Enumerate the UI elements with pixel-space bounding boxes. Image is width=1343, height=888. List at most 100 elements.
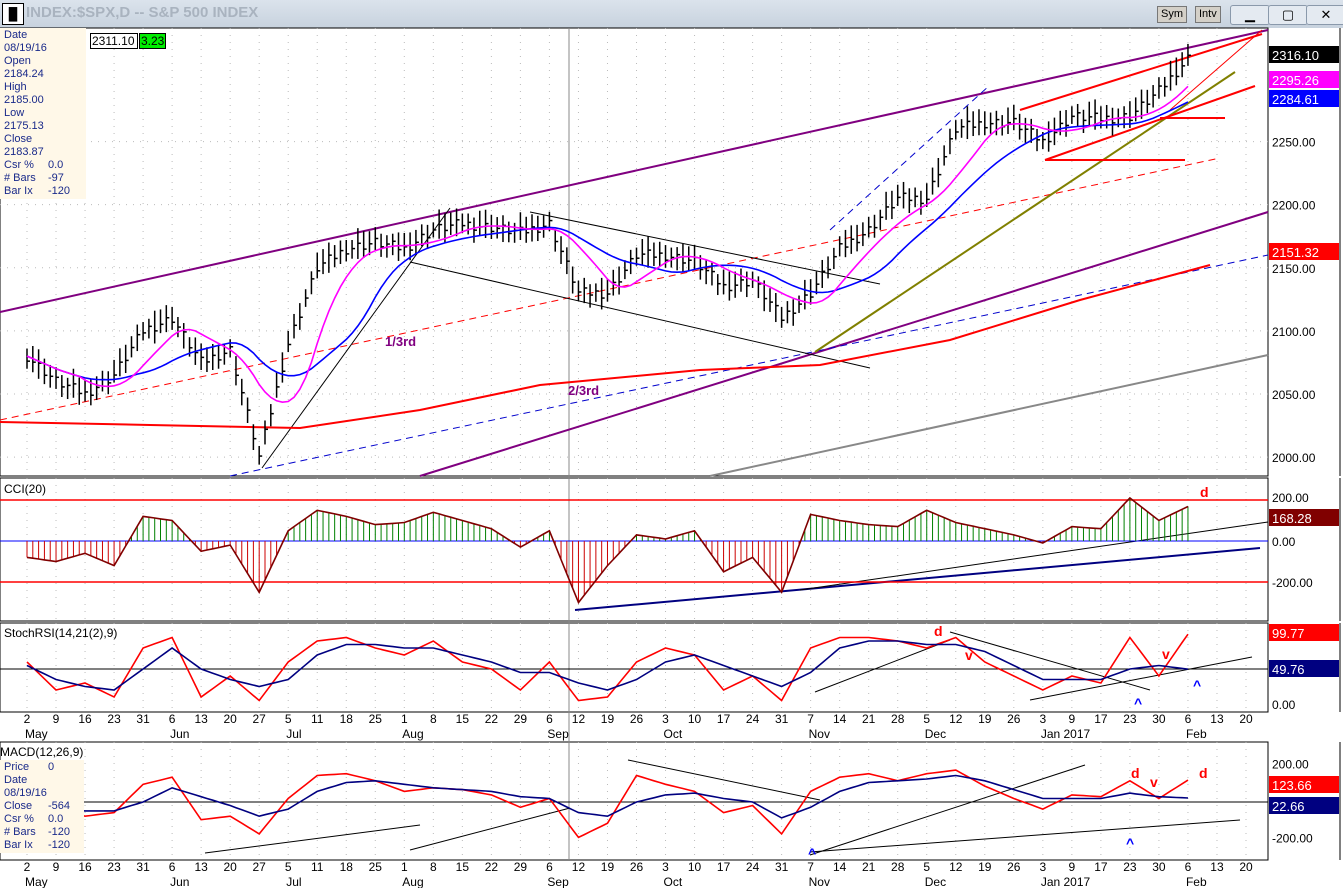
date-tick: 9	[53, 712, 60, 726]
blue-dashed	[229, 254, 1269, 477]
date-tick: 27	[253, 860, 267, 874]
close-icon[interactable]: ✕	[1306, 5, 1343, 25]
cci-title: CCI(20)	[4, 482, 46, 496]
date-tick: 6	[1185, 860, 1192, 874]
date-tick: 24	[746, 860, 760, 874]
cci-last-label: 168.28	[1272, 511, 1312, 526]
price-tick: 2050.00	[1272, 388, 1316, 402]
ma-200-label-bg	[1269, 243, 1339, 260]
macd-annotation-up2: ^	[1126, 835, 1134, 851]
stoch-annotation-v2: v	[1162, 646, 1170, 662]
date-tick: 21	[862, 860, 876, 874]
date-tick: 2	[24, 712, 31, 726]
ma-fast-label-bg	[1269, 71, 1339, 88]
date-tick: 6	[546, 860, 553, 874]
ma-fast-label: 2295.26	[1272, 73, 1319, 88]
cci-trend-navy	[574, 547, 1261, 611]
window-title: INDEX:$SPX,D -- S&P 500 INDEX	[26, 4, 259, 21]
sym-button[interactable]: Sym	[1157, 6, 1187, 23]
info-date-row: Date08/19/16	[4, 29, 47, 54]
ma-200-label: 2151.32	[1272, 245, 1319, 260]
month-label: Jun	[170, 875, 189, 888]
cci-tick: 200.00	[1272, 491, 1309, 505]
stoch-trend-2	[949, 631, 1151, 691]
month-label: Feb	[1186, 875, 1207, 888]
month-label: Aug	[402, 727, 423, 741]
date-tick: 11	[311, 712, 324, 726]
date-tick: 20	[1239, 712, 1253, 726]
date-tick: 3	[1039, 860, 1046, 874]
stoch-last-red-bg	[1269, 624, 1339, 641]
cursor-info-box: Date08/19/16 Open2184.24 High2185.00 Low21…	[0, 28, 86, 199]
date-tick: 19	[978, 860, 992, 874]
intv-button[interactable]: Intv	[1195, 6, 1221, 23]
macd-trend-4	[809, 764, 1086, 856]
date-tick: 23	[1123, 712, 1137, 726]
stoch-trend-3	[1029, 656, 1253, 701]
cci-trend-black	[799, 521, 1269, 591]
stoch-line-1	[26, 640, 1189, 691]
info-row: Close -564	[4, 800, 71, 812]
info-row: Open2184.24	[4, 55, 44, 80]
date-tick: 29	[514, 712, 528, 726]
date-tick: 14	[833, 860, 847, 874]
macd-title: MACD(12,26,9)	[0, 745, 83, 759]
date-tick: 5	[923, 860, 930, 874]
info-row: Csr % 0.0	[4, 159, 64, 171]
date-tick: 3	[1039, 712, 1046, 726]
panel-frame-1	[0, 477, 1269, 622]
ma-slow-label: 2284.61	[1272, 92, 1319, 107]
date-tick: 28	[891, 712, 905, 726]
annotation-2-3rd: 2/3rd	[568, 383, 599, 398]
black-trend-1	[261, 207, 451, 469]
info-row: Price 0	[4, 761, 55, 773]
info-row: Csr % 0.0	[4, 813, 64, 825]
macd-annotation-v: v	[1150, 774, 1158, 790]
date-tick: 9	[1069, 860, 1076, 874]
date-tick: 23	[1123, 860, 1137, 874]
date-tick: 10	[688, 860, 702, 874]
olive-trend	[814, 71, 1236, 353]
date-tick: 25	[369, 860, 383, 874]
title-bar: ▐▌ INDEX:$SPX,D -- S&P 500 INDEX Sym Int…	[0, 0, 1343, 28]
month-label: Feb	[1186, 727, 1207, 741]
date-tick: 22	[485, 860, 499, 874]
date-tick: 31	[136, 712, 150, 726]
date-tick: 16	[78, 860, 92, 874]
cci-annotation-d: d	[1200, 484, 1209, 500]
date-tick: 12	[572, 860, 586, 874]
date-tick: 15	[456, 712, 470, 726]
info-row: High2185.00	[4, 81, 44, 106]
info-row: # Bars -97	[4, 172, 64, 184]
date-tick: 1	[401, 712, 408, 726]
price-tick: 2250.00	[1272, 136, 1316, 150]
last-price-label: 2316.10	[1272, 48, 1319, 63]
date-tick: 7	[807, 860, 814, 874]
stoch-last-red: 99.77	[1272, 626, 1305, 641]
info-row: Close2183.87	[4, 133, 44, 158]
date-tick: 8	[430, 712, 437, 726]
date-tick: 28	[891, 860, 905, 874]
month-label: Nov	[809, 727, 830, 741]
price-tick: 2000.00	[1272, 451, 1316, 465]
price-tick: 2150.00	[1272, 262, 1316, 276]
cci-tick: 0.00	[1272, 535, 1296, 549]
date-tick: 26	[630, 712, 644, 726]
macd-line-1	[27, 774, 1189, 819]
date-tick: 21	[862, 712, 876, 726]
date-tick: 6	[546, 712, 553, 726]
date-tick: 3	[662, 712, 669, 726]
date-tick: 22	[485, 712, 499, 726]
macd-trend-2	[409, 807, 571, 851]
annotation-1-3rd: 1/3rd	[385, 334, 416, 349]
stoch-annotation-d: d	[934, 623, 943, 639]
panel-frame-2	[0, 622, 1269, 713]
info-row: # Bars -120	[4, 826, 71, 838]
price-tick: 2100.00	[1272, 325, 1316, 339]
macd-trend-1	[204, 824, 421, 854]
date-tick: 6	[169, 712, 176, 726]
minimize-icon[interactable]: ▁	[1230, 5, 1270, 25]
date-tick: 13	[194, 860, 208, 874]
month-label: Jan 2017	[1041, 727, 1091, 741]
